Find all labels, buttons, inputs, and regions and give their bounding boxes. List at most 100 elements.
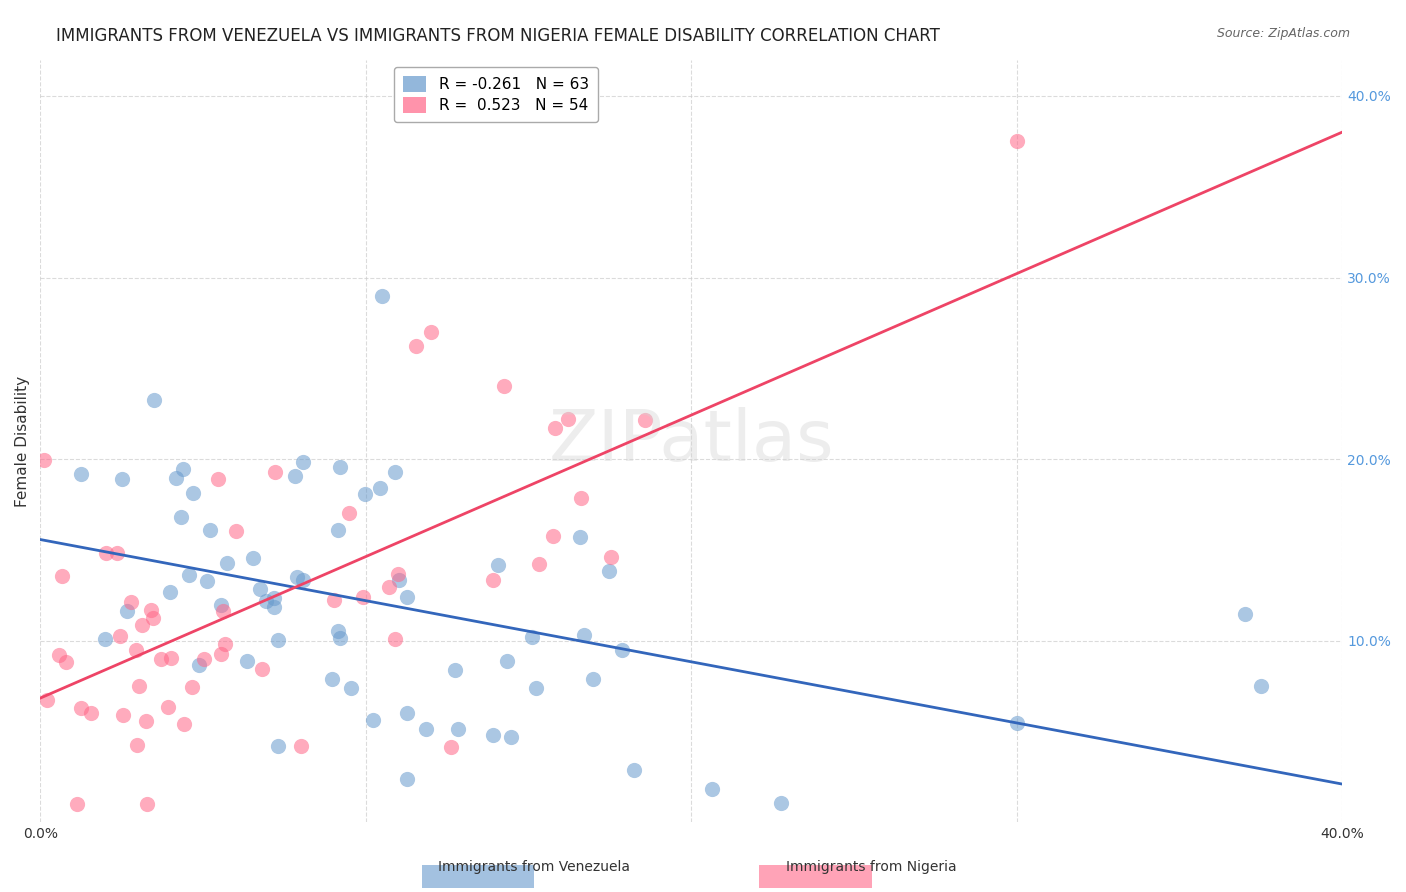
Point (249, 582, 271, 597)
Point (108, 630, 131, 644)
Point (170, 510, 193, 524)
Point (105, 546, 128, 560)
Point (384, 632, 406, 646)
Point (395, 590, 418, 604)
Point (377, 580, 399, 594)
Point (387, 566, 409, 581)
Point (415, 722, 437, 736)
Point (1005, 134, 1028, 148)
Point (94, 546, 117, 560)
Point (368, 481, 391, 495)
Point (263, 591, 285, 605)
Point (388, 573, 411, 587)
Point (159, 651, 181, 665)
Point (34, 452, 56, 467)
Point (352, 590, 374, 604)
Point (127, 738, 149, 752)
Point (353, 487, 375, 501)
Point (94, 632, 117, 647)
Point (209, 599, 232, 613)
Point (541, 529, 564, 543)
Point (136, 797, 159, 812)
Point (215, 556, 238, 570)
Point (610, 642, 633, 657)
Point (128, 679, 150, 693)
Point (120, 595, 142, 609)
Point (1005, 715, 1028, 730)
Point (572, 628, 595, 642)
Point (254, 594, 277, 608)
Point (405, 339, 427, 353)
Point (287, 570, 309, 584)
Y-axis label: Female Disability: Female Disability (15, 376, 30, 507)
Point (70, 467, 93, 482)
Point (207, 472, 229, 486)
Point (543, 421, 565, 435)
Point (337, 506, 360, 520)
Point (326, 523, 349, 537)
Point (69, 700, 91, 714)
Point (371, 289, 394, 303)
Point (323, 592, 346, 607)
Point (443, 663, 465, 677)
Point (1233, 607, 1256, 621)
Point (600, 550, 623, 565)
Point (384, 466, 406, 480)
Point (181, 680, 204, 694)
Point (329, 460, 352, 475)
Point (115, 604, 138, 618)
Point (326, 624, 349, 639)
Point (329, 631, 352, 645)
Point (236, 655, 259, 669)
Point (522, 630, 544, 644)
Point (267, 739, 290, 753)
Point (209, 648, 232, 662)
Point (165, 471, 187, 485)
Point (211, 604, 233, 618)
Point (420, 325, 443, 339)
Point (125, 642, 148, 657)
Point (159, 585, 181, 599)
Point (143, 392, 166, 407)
Point (225, 524, 247, 538)
Point (439, 739, 461, 754)
Point (156, 699, 179, 714)
Point (634, 412, 657, 426)
Text: Source: ZipAtlas.com: Source: ZipAtlas.com (1216, 27, 1350, 40)
Point (195, 574, 218, 589)
Point (149, 652, 172, 666)
Point (264, 465, 287, 479)
Point (242, 551, 264, 566)
Point (291, 455, 314, 469)
Point (582, 672, 605, 686)
Point (172, 462, 194, 476)
Point (527, 557, 550, 571)
Point (486, 558, 509, 572)
Point (290, 739, 312, 754)
Text: Immigrants from Venezuela: Immigrants from Venezuela (439, 860, 630, 874)
Point (193, 652, 215, 666)
Point (187, 657, 209, 672)
Point (623, 763, 645, 777)
Point (496, 655, 519, 669)
Text: ZIPatlas: ZIPatlas (548, 407, 834, 475)
Point (292, 573, 315, 587)
Legend: R = -0.261   N = 63, R =  0.523   N = 54: R = -0.261 N = 63, R = 0.523 N = 54 (394, 67, 598, 122)
Point (481, 728, 503, 742)
Point (179, 567, 201, 582)
Point (598, 564, 620, 578)
Point (361, 713, 384, 727)
Point (142, 610, 165, 624)
Text: IMMIGRANTS FROM VENEZUELA VS IMMIGRANTS FROM NIGERIA FEMALE DISABILITY CORRELATI: IMMIGRANTS FROM VENEZUELA VS IMMIGRANTS … (56, 27, 941, 45)
Point (321, 673, 343, 687)
Point (55, 656, 77, 670)
Point (263, 600, 285, 615)
Text: Immigrants from Nigeria: Immigrants from Nigeria (786, 860, 957, 874)
Point (141, 603, 163, 617)
Point (51, 569, 73, 583)
Point (111, 472, 134, 486)
Point (35, 693, 58, 707)
Point (284, 469, 307, 483)
Point (1250, 679, 1272, 693)
Point (66, 797, 89, 812)
